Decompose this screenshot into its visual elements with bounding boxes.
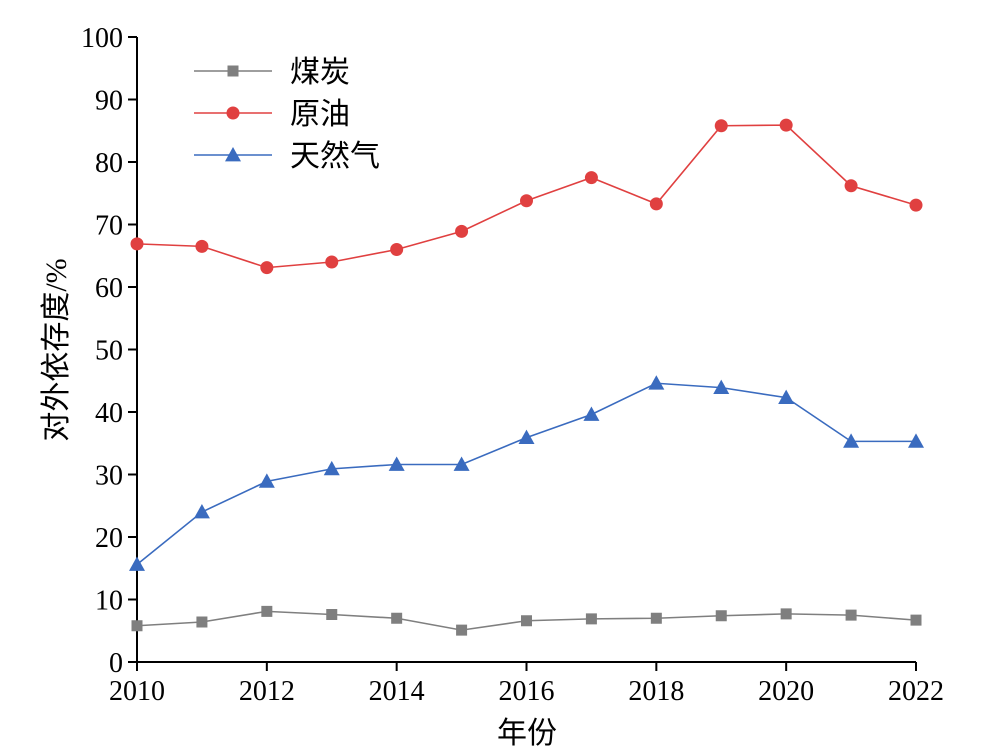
- y-tick-label: 0: [109, 648, 123, 679]
- data-point: [323, 460, 340, 476]
- data-point: [844, 179, 858, 193]
- data-point: [455, 224, 469, 238]
- y-tick-label: 70: [95, 211, 123, 242]
- x-tick-label: 2016: [499, 676, 555, 707]
- data-point: [715, 610, 727, 622]
- data-point: [520, 194, 533, 208]
- y-tick-label: 40: [95, 398, 123, 429]
- legend-label: 原油: [290, 98, 350, 131]
- data-point: [843, 433, 860, 448]
- data-point: [129, 556, 145, 571]
- legend-marker: [227, 65, 239, 77]
- y-tick-label: 90: [95, 86, 123, 117]
- data-point: [388, 456, 405, 471]
- data-point: [584, 171, 598, 185]
- y-tick-label: 50: [95, 336, 123, 367]
- y-axis-title: 对外依存度/%: [40, 258, 73, 441]
- data-point: [258, 473, 275, 488]
- data-point: [130, 237, 144, 251]
- data-point: [714, 119, 728, 133]
- data-point: [193, 504, 210, 519]
- data-point: [261, 605, 273, 617]
- y-tick-label: 80: [95, 148, 123, 179]
- x-tick-label: 2010: [109, 676, 165, 707]
- x-tick-label: 2018: [628, 676, 684, 707]
- data-point: [583, 406, 600, 421]
- data-point: [650, 612, 662, 624]
- y-tick-label: 20: [95, 523, 123, 554]
- data-point: [453, 456, 470, 471]
- data-point: [390, 243, 404, 256]
- data-point: [521, 615, 532, 627]
- legend-label: 煤炭: [290, 56, 350, 89]
- data-point: [326, 609, 338, 620]
- data-point: [131, 620, 143, 632]
- data-point: [909, 198, 923, 212]
- x-tick-label: 2020: [758, 676, 814, 707]
- data-point: [649, 197, 663, 211]
- y-tick-label: 100: [81, 23, 123, 54]
- data-point: [196, 616, 208, 628]
- data-point: [779, 118, 793, 132]
- data-point: [325, 255, 339, 269]
- data-point: [845, 609, 857, 621]
- data-point: [778, 389, 795, 405]
- x-axis-title: 年份: [497, 717, 557, 750]
- y-tick-label: 10: [95, 586, 123, 617]
- data-point: [585, 613, 597, 625]
- data-point: [908, 433, 924, 448]
- data-point: [260, 261, 274, 275]
- y-tick-label: 30: [95, 461, 123, 492]
- legend-label: 天然气: [290, 140, 380, 173]
- series-line-2: [136, 382, 916, 566]
- data-point: [648, 375, 665, 390]
- data-point: [456, 624, 468, 636]
- series-markers: [129, 118, 924, 636]
- x-tick-label: 2012: [239, 676, 295, 707]
- data-point: [391, 612, 403, 624]
- x-tick-label: 2014: [369, 676, 425, 707]
- legend-marker: [226, 106, 240, 120]
- data-point: [910, 614, 922, 626]
- data-point: [518, 429, 535, 445]
- y-tick-label: 60: [95, 273, 123, 304]
- axes: 0 10 20 30 40 50 60 70 80 90 100 2010 2012 2014 2016 20…: [81, 23, 944, 707]
- data-point: [780, 608, 792, 620]
- x-tick-label: 2022: [888, 676, 944, 707]
- legend-marker: [225, 147, 241, 162]
- data-point: [713, 379, 730, 395]
- data-point: [195, 239, 209, 253]
